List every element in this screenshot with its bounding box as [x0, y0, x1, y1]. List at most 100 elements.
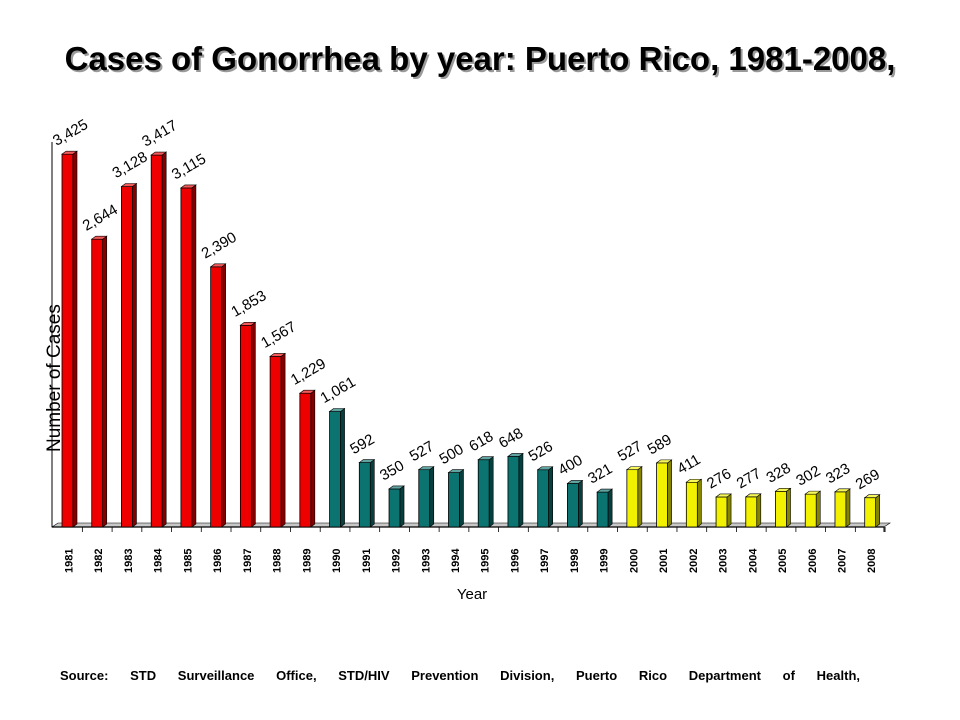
bar-side — [607, 488, 613, 528]
bar-front — [567, 483, 579, 528]
bar-top — [150, 151, 168, 156]
x-tick-label-2003: 2003 — [718, 549, 730, 573]
bar-1986 — [209, 263, 227, 528]
bar-front — [358, 462, 371, 528]
x-tick-label-1988: 1988 — [272, 549, 284, 573]
value-label-1991: 592 — [347, 431, 377, 458]
bars-group — [61, 150, 881, 528]
value-label-1992: 350 — [377, 457, 407, 484]
bar-top — [61, 150, 78, 155]
value-label-1990: 1,061 — [318, 373, 359, 406]
bar-front — [626, 469, 639, 528]
bar-side — [369, 458, 375, 528]
bar-front — [388, 488, 401, 528]
bar-front — [596, 491, 609, 528]
x-tick-label-2004: 2004 — [747, 548, 759, 573]
bar-1998 — [566, 479, 584, 528]
x-tick-label-1982: 1982 — [93, 549, 105, 573]
x-tick-label-1996: 1996 — [509, 549, 521, 573]
bar-top — [774, 487, 792, 492]
bar-top — [804, 490, 822, 495]
bar-front — [329, 411, 341, 528]
x-tick-label-1995: 1995 — [480, 549, 492, 573]
bar-1997 — [536, 466, 554, 528]
value-label-1983: 3,128 — [109, 148, 150, 181]
bar-top — [180, 184, 197, 189]
bar-1995 — [477, 456, 495, 528]
bar-front — [448, 472, 460, 528]
bar-side — [845, 488, 851, 528]
bar-side — [726, 493, 732, 528]
bar-side — [280, 352, 286, 528]
bar-1989 — [298, 389, 316, 528]
bar-1984 — [150, 151, 168, 528]
bar-1983 — [120, 182, 138, 528]
bar-top — [596, 488, 614, 493]
bar-1987 — [239, 321, 257, 528]
bar-side — [518, 452, 524, 528]
bar-top — [388, 485, 405, 490]
value-label-1988: 1,567 — [258, 318, 299, 351]
bar-side — [340, 407, 345, 528]
x-tick-label-2002: 2002 — [688, 549, 700, 573]
bar-side — [132, 182, 137, 528]
bar-top — [685, 478, 703, 483]
bar-front — [775, 490, 787, 528]
bar-top — [744, 493, 762, 498]
value-label-2000: 527 — [615, 438, 645, 465]
bar-top — [239, 321, 257, 326]
value-label-2003: 276 — [704, 465, 734, 492]
bar-front — [685, 481, 698, 528]
bar-top — [269, 353, 287, 357]
bar-1985 — [180, 184, 197, 528]
value-label-1986: 2,390 — [199, 229, 240, 262]
x-tick-label-2008: 2008 — [866, 549, 878, 573]
bar-front — [121, 186, 133, 528]
bar-2002 — [685, 478, 703, 528]
bar-side — [548, 466, 553, 528]
bar-side — [637, 466, 643, 528]
bar-top — [417, 466, 435, 470]
bar-top — [447, 469, 465, 473]
bar-front — [864, 497, 877, 528]
bar-front — [91, 238, 104, 528]
bar-top — [625, 466, 643, 470]
bar-side — [459, 468, 464, 528]
value-label-1982: 2,644 — [80, 201, 121, 234]
bar-top — [863, 494, 881, 499]
x-tick-label-1983: 1983 — [123, 549, 135, 573]
x-tick-label-1991: 1991 — [361, 549, 373, 573]
bar-top — [358, 459, 376, 463]
bar-side — [72, 150, 78, 528]
bar-top — [834, 488, 851, 493]
x-tick-label-2001: 2001 — [658, 549, 670, 573]
bar-top — [90, 235, 108, 240]
value-label-1999: 321 — [585, 460, 615, 487]
bar-front — [715, 496, 728, 528]
bar-side — [161, 151, 167, 528]
bar-front — [239, 324, 252, 528]
bar-front — [507, 456, 520, 528]
x-tick-label-2005: 2005 — [777, 549, 789, 573]
value-label-1989: 1,229 — [288, 355, 329, 388]
value-label-1987: 1,853 — [228, 287, 269, 320]
bar-side — [429, 466, 435, 528]
bar-side — [191, 184, 197, 528]
bar-top — [298, 389, 316, 394]
bar-2003 — [715, 493, 732, 528]
bar-1990 — [328, 407, 346, 528]
bar-front — [804, 493, 817, 528]
x-tick-label-1986: 1986 — [212, 549, 224, 573]
chart-title: Cases of Gonorrhea by year: Puerto Rico,… — [64, 40, 896, 77]
bar-side — [815, 490, 821, 528]
bar-side — [251, 321, 256, 528]
bar-1994 — [447, 468, 465, 528]
value-label-1984: 3,417 — [139, 117, 180, 150]
value-label-2001: 589 — [645, 431, 675, 458]
value-label-1997: 526 — [526, 438, 556, 465]
x-tick-label-2000: 2000 — [628, 549, 640, 573]
x-tick-label-1989: 1989 — [301, 549, 313, 573]
bar-top — [566, 480, 584, 484]
x-tick-label-1990: 1990 — [331, 549, 343, 573]
